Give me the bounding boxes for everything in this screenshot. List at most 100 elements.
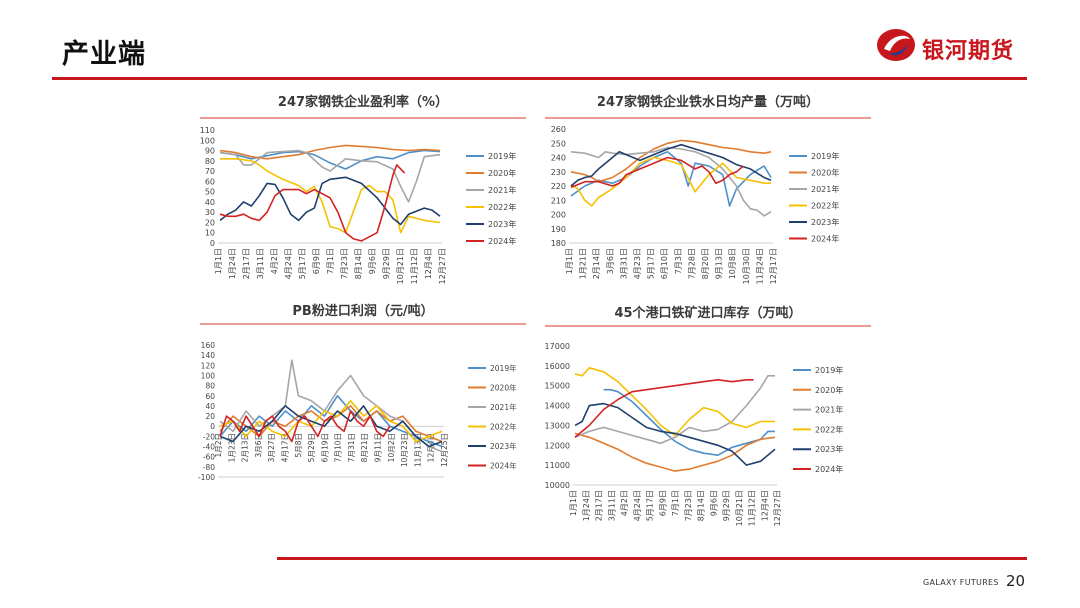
y-tick-label: -80 [203,463,215,472]
x-tick-label: 4月2日 [270,248,279,274]
x-tick-label: 7月1日 [326,248,335,274]
y-tick-label: 40 [205,402,215,411]
footer-divider [277,557,1027,560]
x-tick-label: 5月8日 [294,433,303,458]
series-line-2020年 [219,144,441,160]
x-tick-label: 7月3日 [674,248,683,274]
y-tick-label: -60 [203,453,215,462]
series-line-2020年 [570,139,772,183]
y-tick-label: 40 [205,198,215,207]
x-tick-label: 12月25日 [440,433,449,467]
logo-text: 银河期货 [922,39,1015,64]
x-tick-label: 5月29日 [307,433,316,462]
y-tick-label: 20 [205,218,215,227]
x-tick-label: 2月17日 [595,490,604,521]
x-tick-label: 1月1日 [214,248,223,274]
page-title: 产业端 [62,39,146,70]
legend-entry: 2020年 [490,383,517,393]
legend-entry: 2020年 [815,385,843,395]
galaxy-logo-icon [877,29,915,61]
x-tick-label: 7月10日 [334,433,343,462]
y-tick-label: 80 [205,157,215,166]
legend-entry: 2022年 [811,201,839,211]
y-tick-label: 15000 [545,382,570,391]
x-tick-label: 11月24日 [755,248,764,284]
x-tick-label: 9月29日 [382,248,391,279]
x-tick-label: 10月8日 [728,248,737,279]
series-line-2021年 [570,146,772,217]
x-tick-label: 5月17日 [646,490,655,521]
x-tick-label: 3月11日 [256,248,265,279]
y-tick-label: 17000 [545,342,570,351]
series-line-2020年 [574,432,776,472]
x-tick-label: 8月14日 [697,490,706,521]
y-tick-label: 210 [551,196,566,205]
y-tick-label: 160 [201,341,216,350]
series-line-2022年 [219,400,443,443]
x-tick-label: 12月17日 [769,248,778,284]
x-tick-label: 3月11日 [607,490,616,521]
y-tick-label: 60 [205,392,215,401]
series-line-2019年 [570,151,772,207]
y-tick-label: 240 [551,154,566,163]
x-tick-label: 2月17日 [242,248,251,279]
x-tick-label: 1月21日 [579,248,588,279]
legend-entry: 2024年 [490,461,517,471]
y-tick-label: 120 [201,361,216,370]
x-tick-label: 3月31日 [619,248,628,279]
x-tick-label: 6月10日 [660,248,669,279]
y-tick-label: 60 [205,177,215,186]
y-tick-label: 190 [551,225,566,234]
x-tick-label: 4月17日 [280,433,289,462]
legend-entry: 2021年 [490,402,517,412]
y-tick-label: 100 [201,371,216,380]
x-tick-label: 6月9日 [312,248,321,274]
y-tick-label: 10 [205,229,215,238]
legend-entry: 2019年 [488,151,516,161]
y-tick-label: 30 [205,208,215,217]
y-tick-label: -100 [198,473,215,482]
page-number: 20 [1006,572,1026,590]
legend-entry: 2019年 [815,365,843,375]
x-tick-label: 5月17日 [298,248,307,279]
y-tick-label: 14000 [545,402,570,411]
x-tick-label: 6月9日 [658,490,667,516]
series-line-2021年 [574,375,775,445]
y-tick-label: 11000 [545,461,570,470]
x-tick-label: 1月1日 [569,490,578,516]
y-tick-label: 260 [551,125,566,134]
x-tick-label: 1月2日 [214,433,223,458]
series-line-2024年 [574,379,754,438]
hot_metal-svg: 247家钢铁企业铁水日均产量（万吨） 180 190 200 210 220 230 240 2… [545,94,871,284]
y-tick-label: -40 [203,443,215,452]
chart-profit-rate: 247家钢铁企业盈利率（%） 0 10 20 30 40 50 60 70 80 90 100 110 1… [196,88,530,306]
y-tick-label: 230 [551,168,566,177]
x-tick-label: 1月23日 [227,433,236,462]
chart-title: PB粉进口利润（元/吨） [292,303,433,319]
x-tick-label: 10月21日 [735,490,744,526]
series-line-2023年 [219,176,441,226]
y-tick-label: 110 [200,126,215,135]
legend-entry: 2024年 [811,234,839,244]
chart-title: 247家钢铁企业铁水日均产量（万吨） [597,94,819,110]
x-tick-label: 7月23日 [684,490,693,521]
legend-entry: 2019年 [490,363,517,373]
x-tick-label: 7月1日 [671,490,680,516]
x-tick-label: 6月19日 [320,433,329,462]
x-tick-label: 12月4日 [760,490,769,521]
series-line-2024年 [219,164,406,242]
legend-entry: 2022年 [488,202,516,212]
x-tick-label: 1月1日 [565,248,574,274]
x-tick-label: 11月12日 [410,248,419,284]
x-tick-label: 9月13日 [715,248,724,279]
legend-entry: 2022年 [815,424,843,434]
legend-entry: 2023年 [488,219,516,229]
x-tick-label: 8月14日 [354,248,363,279]
x-tick-label: 7月23日 [340,248,349,279]
series-line-2019年 [219,149,441,170]
y-tick-label: 220 [551,182,566,191]
chart-hot-metal-output: 247家钢铁企业铁水日均产量（万吨） 180 190 200 210 220 230 240 2… [541,88,875,306]
series-line-2023年 [574,402,776,466]
x-tick-label: 10月23日 [400,433,409,467]
header-divider [52,77,1027,80]
